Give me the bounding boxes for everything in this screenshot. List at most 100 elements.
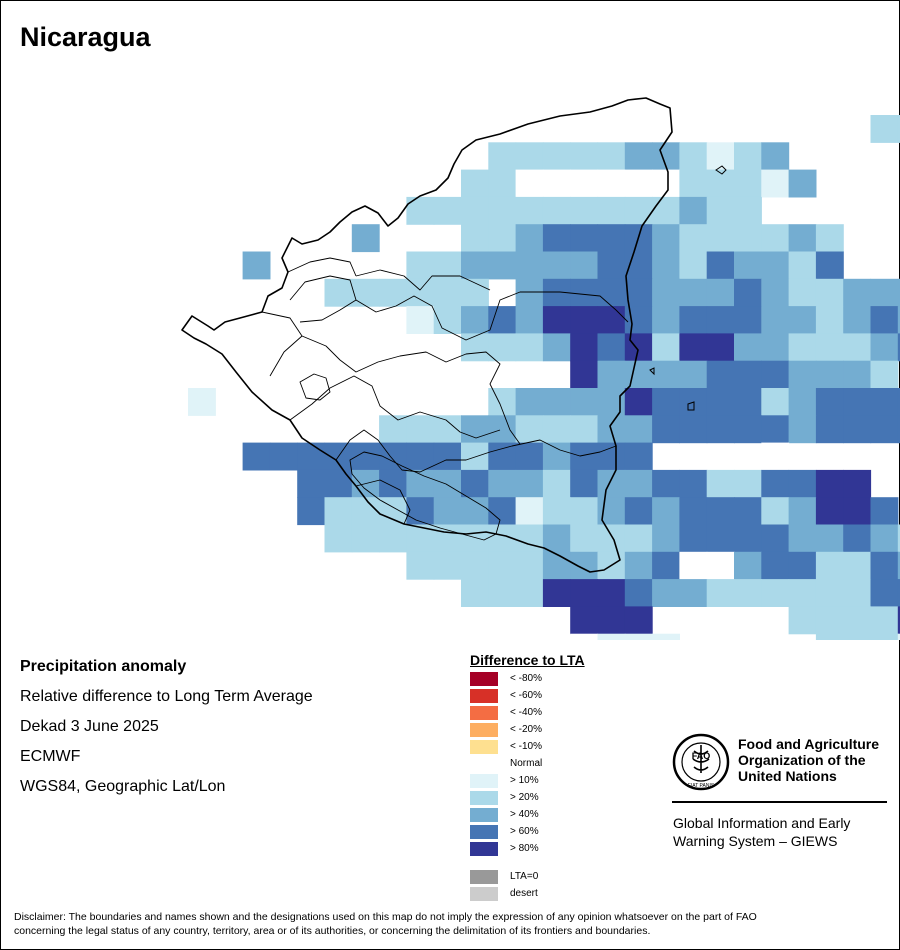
anomaly-cell bbox=[734, 524, 762, 553]
info-heading: Precipitation anomaly bbox=[20, 658, 187, 675]
map-info: Precipitation anomaly Relative differenc… bbox=[20, 656, 313, 806]
anomaly-cell bbox=[461, 224, 489, 253]
anomaly-cell bbox=[706, 415, 735, 444]
giews-line-1: Global Information and Early bbox=[673, 815, 851, 831]
legend-label: > 60% bbox=[510, 826, 539, 837]
anomaly-cell bbox=[815, 251, 844, 280]
map-title: Nicaragua bbox=[20, 22, 151, 52]
org-line-2: Organization of the bbox=[738, 752, 866, 768]
legend-swatch bbox=[470, 825, 498, 839]
anomaly-cell bbox=[706, 306, 735, 334]
anomaly-cell bbox=[570, 306, 599, 334]
anomaly-cell bbox=[815, 360, 844, 389]
anomaly-cell bbox=[597, 633, 626, 640]
anomaly-cell bbox=[706, 388, 735, 416]
anomaly-cell bbox=[488, 169, 517, 198]
anomaly-cell bbox=[570, 415, 599, 444]
department-line-9 bbox=[355, 479, 411, 525]
anomaly-cell bbox=[515, 388, 544, 416]
anomaly-cell bbox=[461, 415, 489, 444]
anomaly-cell bbox=[542, 224, 571, 253]
anomaly-cell bbox=[706, 469, 735, 498]
anomaly-cell bbox=[843, 333, 872, 362]
anomaly-cell bbox=[624, 415, 653, 444]
anomaly-cell bbox=[788, 497, 817, 526]
anomaly-cell bbox=[652, 524, 680, 553]
anomaly-cell bbox=[734, 142, 762, 171]
anomaly-cell bbox=[597, 306, 626, 334]
anomaly-cell bbox=[461, 524, 489, 553]
anomaly-cell bbox=[652, 278, 680, 307]
precipitation-anomaly-map bbox=[181, 97, 900, 640]
anomaly-cell bbox=[488, 469, 517, 498]
anomaly-cell bbox=[734, 306, 762, 334]
department-line-7 bbox=[289, 375, 501, 439]
anomaly-cell bbox=[734, 251, 762, 280]
anomaly-cell bbox=[624, 196, 653, 225]
anomaly-cell bbox=[570, 142, 599, 171]
anomaly-cell bbox=[815, 224, 844, 253]
anomaly-cell bbox=[843, 360, 872, 389]
anomaly-cell bbox=[406, 251, 435, 280]
anomaly-cell bbox=[570, 196, 599, 225]
anomaly-cell bbox=[351, 278, 380, 307]
anomaly-cell bbox=[788, 551, 817, 580]
anomaly-cell bbox=[761, 442, 790, 471]
anomaly-cell bbox=[652, 497, 680, 526]
anomaly-cell bbox=[515, 251, 544, 280]
anomaly-cell bbox=[542, 415, 571, 444]
anomaly-cell bbox=[570, 224, 599, 253]
anomaly-cell bbox=[624, 551, 653, 580]
nicaragua-outline bbox=[181, 97, 673, 573]
anomaly-cell bbox=[297, 469, 326, 498]
logo-divider bbox=[672, 801, 887, 803]
anomaly-cell bbox=[624, 169, 653, 198]
anomaly-cell bbox=[788, 469, 817, 498]
anomaly-cell bbox=[542, 169, 571, 198]
legend-item: > 80% bbox=[470, 842, 539, 856]
anomaly-cell bbox=[488, 306, 517, 334]
anomaly-cell bbox=[734, 551, 762, 580]
anomaly-cell bbox=[788, 388, 817, 416]
anomaly-cell bbox=[488, 224, 517, 253]
legend: Difference to LTA < -80% < -60% < -40% < -2… bbox=[470, 652, 670, 902]
anomaly-cell bbox=[488, 333, 517, 362]
anomaly-cell bbox=[652, 224, 680, 253]
department-line-8 bbox=[335, 429, 617, 473]
anomaly-cell bbox=[433, 524, 462, 553]
anomaly-cell bbox=[843, 524, 872, 553]
anomaly-cell bbox=[542, 497, 571, 526]
anomaly-cell bbox=[870, 278, 899, 307]
anomaly-cell bbox=[815, 579, 844, 607]
giews-line-2: Warning System – GIEWS bbox=[673, 833, 838, 849]
anomaly-cell bbox=[570, 251, 599, 280]
anomaly-cell bbox=[706, 278, 735, 307]
anomaly-cell bbox=[624, 633, 653, 640]
anomaly-cell bbox=[597, 224, 626, 253]
anomaly-cell bbox=[788, 415, 817, 444]
anomaly-cell bbox=[679, 142, 708, 171]
anomaly-cell bbox=[515, 333, 544, 362]
anomaly-cell bbox=[542, 142, 571, 171]
anomaly-cell bbox=[706, 551, 735, 580]
anomaly-cell bbox=[433, 551, 462, 580]
anomaly-cell bbox=[351, 524, 380, 553]
anomaly-cell bbox=[488, 142, 517, 171]
anomaly-cell bbox=[843, 606, 872, 635]
anomaly-cell bbox=[570, 579, 599, 607]
legend-label: < -10% bbox=[510, 741, 542, 752]
anomaly-cell bbox=[488, 579, 517, 607]
anomaly-cell bbox=[461, 196, 489, 225]
anomaly-cell bbox=[515, 497, 544, 526]
anomaly-cell bbox=[788, 333, 817, 362]
legend-swatch bbox=[470, 706, 498, 720]
anomaly-cell bbox=[597, 388, 626, 416]
anomaly-cell bbox=[624, 388, 653, 416]
anomaly-cell bbox=[351, 224, 380, 253]
anomaly-cell bbox=[815, 551, 844, 580]
legend-label: LTA=0 bbox=[510, 871, 539, 882]
legend-swatch bbox=[470, 791, 498, 805]
anomaly-cell bbox=[734, 360, 762, 389]
anomaly-cell bbox=[679, 251, 708, 280]
anomaly-cell bbox=[515, 196, 544, 225]
